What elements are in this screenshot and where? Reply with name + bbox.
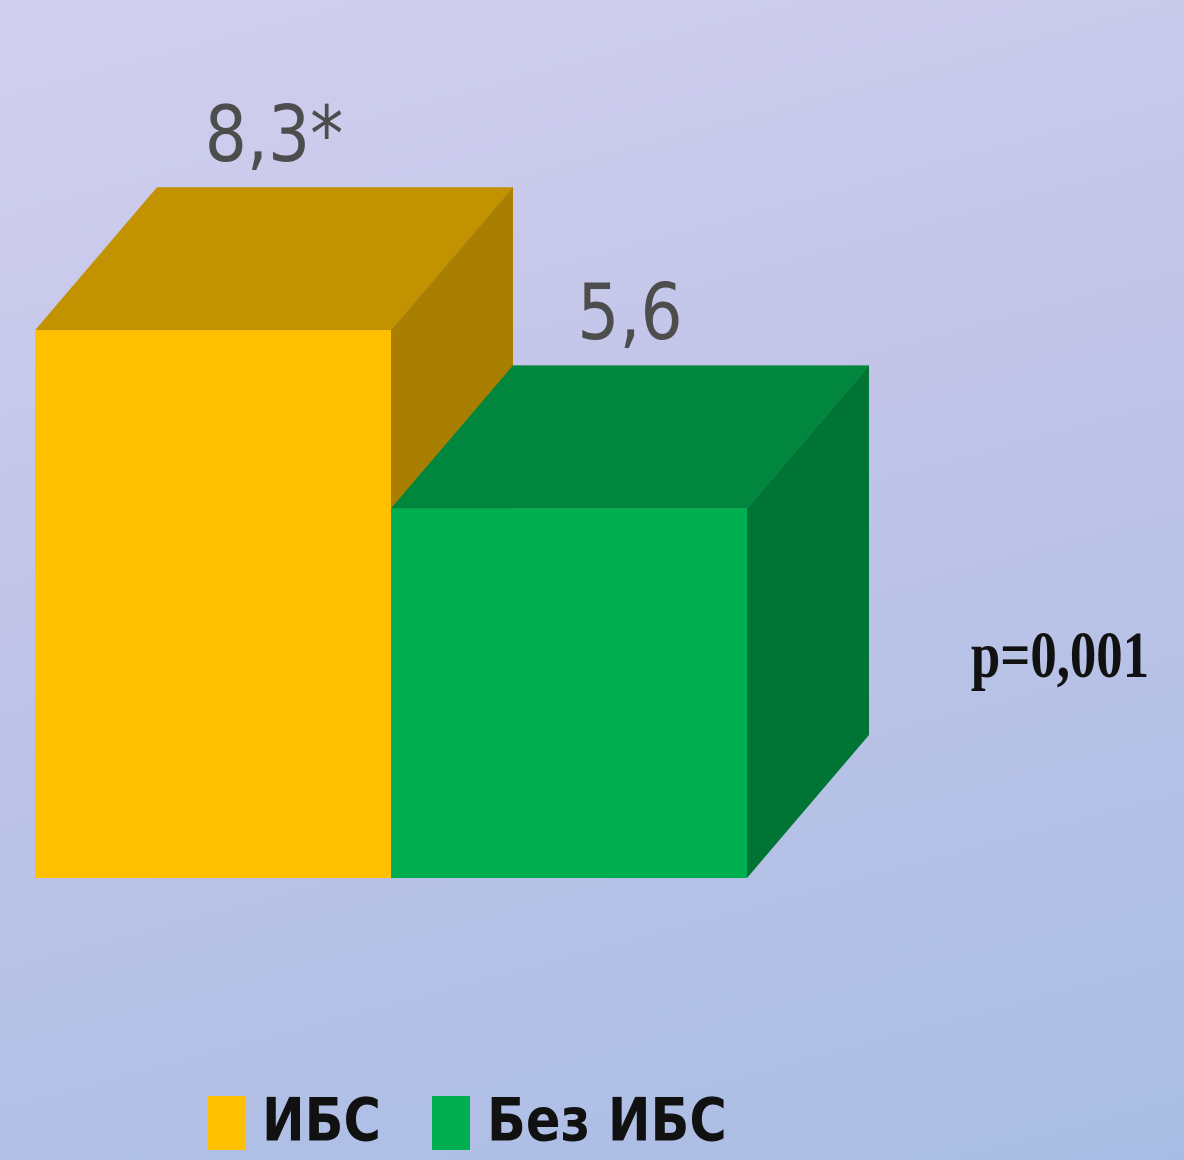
value-label: 5,6 <box>577 268 682 359</box>
bar-top <box>35 187 513 331</box>
legend-swatch <box>207 1096 245 1150</box>
bar <box>391 508 747 878</box>
legend-swatch <box>432 1096 470 1150</box>
annotation: p=0,001 <box>971 619 1149 692</box>
legend-label: ИБС <box>262 1085 381 1155</box>
value-label: 8,3* <box>205 90 344 181</box>
bar-side <box>747 365 869 878</box>
legend-label: Без ИБС <box>487 1085 727 1155</box>
bar-top <box>391 365 869 509</box>
bar <box>35 330 391 878</box>
